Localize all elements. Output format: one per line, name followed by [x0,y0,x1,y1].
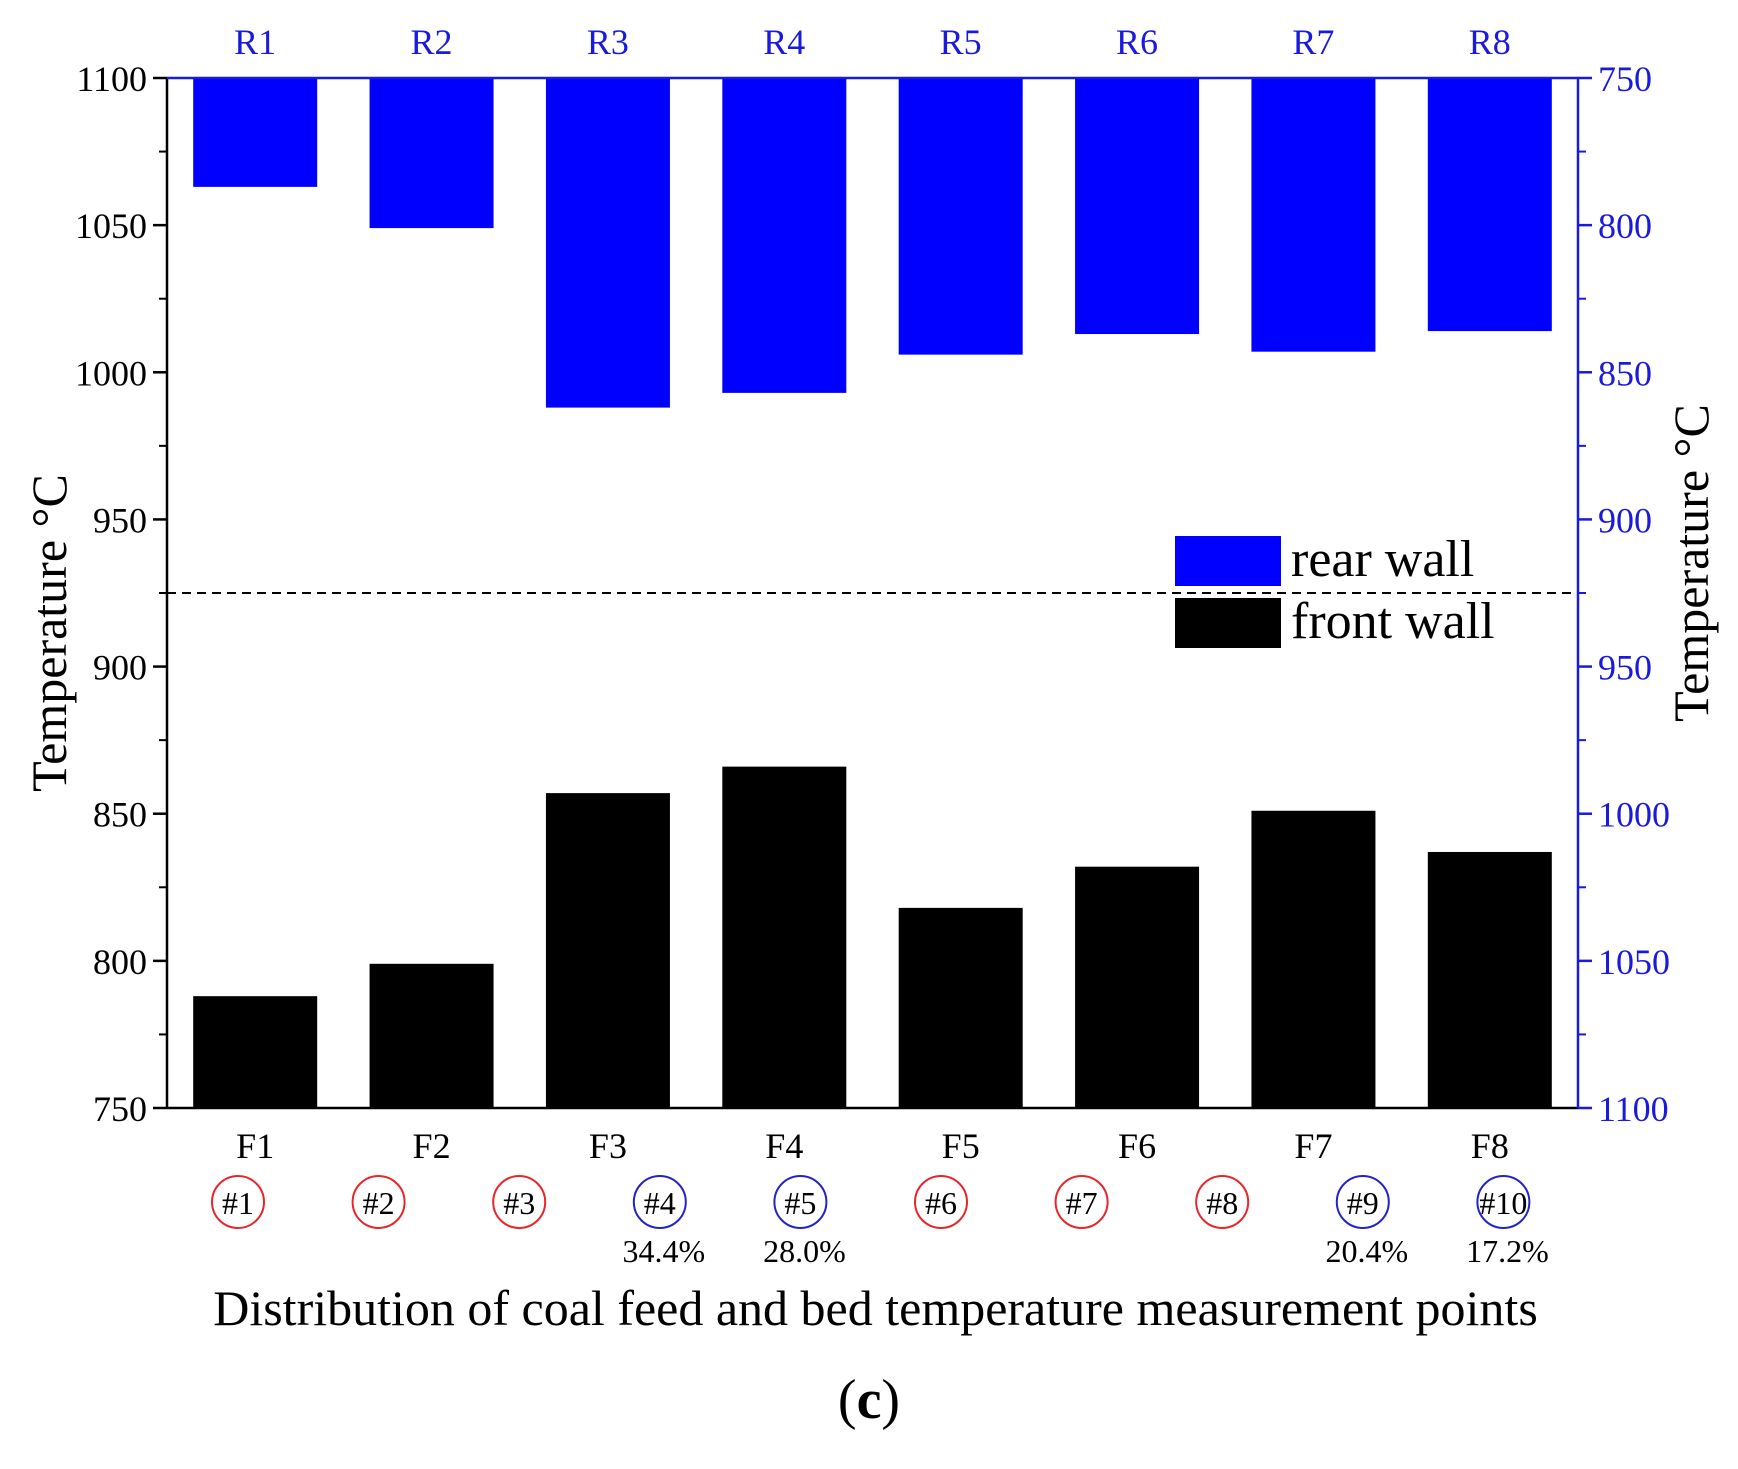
right-tick-label: 950 [1598,648,1652,688]
front-category-label: F7 [1294,1126,1332,1166]
feed-point-label: #2 [363,1185,395,1221]
feed-point-circle [1054,1175,1109,1229]
left-tick-label: 800 [93,942,147,982]
caption-open-paren: ( [837,1369,857,1431]
feed-point-circle [632,1175,687,1229]
rear-category-label: R1 [234,22,276,62]
right-axis-title: Temperature °C [1663,404,1719,722]
legend-swatch-front-wall [1175,598,1281,648]
rear-wall-bar-R1 [193,78,318,187]
feed-point-label: #3 [503,1185,535,1221]
feed-point-share: 28.0% [763,1233,846,1269]
feed-point-label: #8 [1206,1185,1238,1221]
front-category-label: F6 [1118,1126,1156,1166]
front-wall-bar-F8 [1427,851,1552,1108]
feed-point-share: 20.4% [1325,1233,1408,1269]
front-category-label: F3 [589,1126,627,1166]
feed-point-circle [492,1175,547,1229]
front-category-label: F2 [413,1126,451,1166]
rear-category-label: R5 [940,22,982,62]
feed-point-share: 17.2% [1466,1233,1549,1269]
feed-point-label: #7 [1066,1185,1098,1221]
caption-close-paren: ) [881,1369,901,1431]
bar-chart: 750 800 850 900 950 1000 1050 1100 750 800 850 900 9… [21,22,1719,1336]
front-wall-bar-F2 [369,963,494,1108]
rear-wall-bar-R8 [1427,78,1552,332]
left-tick-label: 1000 [75,353,147,393]
feed-point-label: #4 [644,1185,676,1221]
rear-category-label: R7 [1292,22,1334,62]
feed-point-share: 34.4% [622,1233,705,1269]
left-tick-label: 850 [93,795,147,835]
right-tick-label: 1100 [1598,1089,1669,1129]
feed-point-label: #1 [222,1185,254,1221]
front-wall-bar-F6 [1075,866,1200,1108]
feed-point-circle [1195,1175,1250,1229]
figure-caption: (c) [0,1368,1738,1432]
right-tick-label: 750 [1598,59,1652,99]
front-category-label: F5 [942,1126,980,1166]
feed-point-circle [773,1175,828,1229]
right-tick-label: 1000 [1598,795,1670,835]
left-tick-label: 1050 [75,206,147,246]
rear-wall-bar-R6 [1075,78,1200,335]
front-wall-bar-F5 [898,907,1023,1108]
front-wall-bar-F3 [545,793,670,1108]
right-tick-label: 850 [1598,353,1652,393]
feed-point-label: #9 [1347,1185,1379,1221]
feed-point-circle [914,1175,968,1229]
rear-category-label: R4 [763,22,805,62]
feed-point-label: #10 [1479,1185,1527,1221]
left-tick-label: 750 [93,1089,147,1129]
legend-label-rear-wall: rear wall [1291,531,1474,588]
rear-category-label: R3 [587,22,629,62]
x-axis-title: Distribution of coal feed and bed temper… [213,1280,1538,1336]
right-tick-label: 800 [1598,206,1652,246]
front-wall-bar-F4 [722,766,847,1108]
feed-point-circle [1335,1175,1390,1229]
front-wall-bar-F7 [1251,810,1376,1108]
left-tick-label: 900 [93,648,147,688]
rear-category-label: R6 [1116,22,1158,62]
front-category-label: F4 [765,1126,803,1166]
front-category-label: F1 [236,1126,274,1166]
front-category-label: F8 [1471,1126,1509,1166]
feed-point-label: #5 [784,1185,816,1221]
rear-wall-bar-R5 [898,78,1023,355]
feed-point-circle [1476,1175,1531,1229]
rear-wall-bar-R7 [1251,78,1376,352]
left-tick-label: 1100 [76,59,147,99]
right-tick-label: 1050 [1598,942,1670,982]
feed-point-circle [351,1175,406,1229]
feed-point-circle [211,1175,265,1229]
left-axis-title: Temperature °C [21,474,77,792]
feed-point-label: #6 [925,1185,957,1221]
legend-swatch-rear-wall [1175,536,1281,586]
rear-category-label: R2 [411,22,453,62]
rear-wall-bar-R3 [545,78,670,408]
caption-letter: c [856,1369,882,1431]
rear-wall-bar-R4 [722,78,847,393]
front-wall-bar-F1 [193,996,318,1108]
rear-wall-bar-R2 [369,78,494,229]
left-tick-label: 950 [93,500,147,540]
rear-category-label: R8 [1469,22,1511,62]
right-tick-label: 900 [1598,500,1652,540]
legend-label-front-wall: front wall [1291,593,1495,650]
